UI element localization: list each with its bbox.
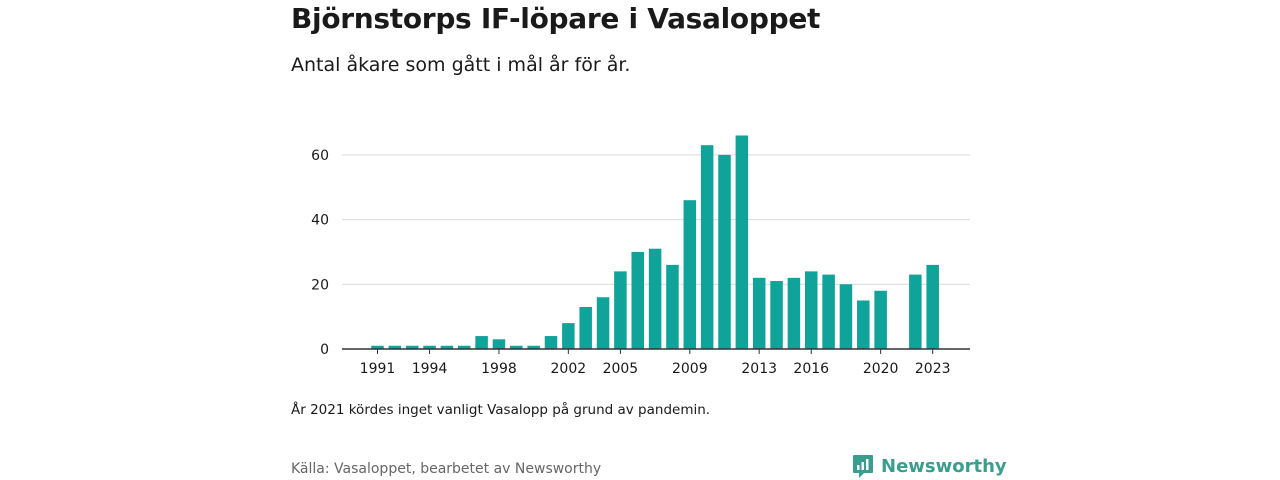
bar-1992 [388, 345, 402, 349]
x-tick-label: 2002 [551, 361, 587, 377]
bar-1991 [371, 345, 384, 349]
bar-2010 [700, 145, 714, 349]
bar-2008 [666, 264, 679, 349]
bar-chart-logo-icon [853, 455, 873, 478]
bar-2001 [544, 336, 558, 349]
x-tick-label: 2023 [915, 361, 951, 377]
bar-2019 [857, 300, 870, 349]
x-tick-label: 2020 [863, 361, 899, 377]
bar-2005 [614, 271, 627, 349]
bar-2014 [770, 281, 783, 349]
brand-name: Newsworthy [881, 455, 1007, 477]
bar-2011 [718, 154, 731, 349]
bar-2023 [926, 264, 939, 349]
bar-2016 [805, 271, 818, 349]
x-tick-label: 2009 [672, 361, 708, 377]
x-tick-label: 1998 [481, 361, 517, 377]
bar-1994 [423, 345, 436, 349]
newsworthy-logo[interactable]: Newsworthy [852, 453, 1007, 479]
x-tick-label: 2016 [793, 361, 829, 377]
bar-2017 [822, 274, 835, 349]
bar-1996 [458, 345, 471, 349]
y-tick-label: 20 [311, 277, 329, 293]
bar-2002 [562, 323, 575, 349]
bar-2013 [752, 277, 766, 349]
bar-2004 [596, 297, 610, 349]
bar-2020 [874, 290, 887, 349]
bar-2018 [839, 284, 853, 349]
chart-title: Björnstorps IF-löpare i Vasaloppet [291, 2, 821, 35]
bar-chart: 0 20 40 60 1991 1994 1998 2002 2005 2009 2013 2016… [311, 135, 970, 377]
chart-subtitle: Antal åkare som gått i mål år för år. [291, 54, 631, 76]
y-axis-labels: 0 20 40 60 [311, 148, 329, 358]
bar-2009 [683, 200, 697, 349]
bar-1995 [440, 345, 454, 349]
bar-2000 [527, 345, 540, 349]
y-tick-label: 60 [311, 148, 329, 164]
bar-2022 [909, 274, 922, 349]
bar-1998 [492, 339, 506, 349]
y-tick-label: 40 [311, 213, 329, 229]
bar-1997 [475, 336, 488, 349]
x-axis-labels: 1991 1994 1998 2002 2005 2009 2013 2016 2020 2023 [360, 349, 951, 377]
source-text: Källa: Vasaloppet, bearbetet av Newswort… [291, 461, 602, 477]
bar-2015 [787, 277, 801, 349]
bar-2012 [735, 135, 749, 349]
bars [371, 135, 939, 349]
bar-1999 [510, 345, 523, 349]
x-tick-label: 1991 [360, 361, 396, 377]
x-tick-label: 2005 [603, 361, 639, 377]
bar-2003 [579, 306, 592, 349]
bar-2007 [648, 248, 662, 349]
x-tick-label: 2013 [741, 361, 777, 377]
x-tick-label: 1994 [412, 361, 448, 377]
y-tick-label: 0 [320, 342, 329, 358]
bar-1993 [405, 345, 419, 349]
footnote: År 2021 kördes inget vanligt Vasalopp på… [291, 402, 711, 418]
bar-2006 [631, 251, 644, 349]
